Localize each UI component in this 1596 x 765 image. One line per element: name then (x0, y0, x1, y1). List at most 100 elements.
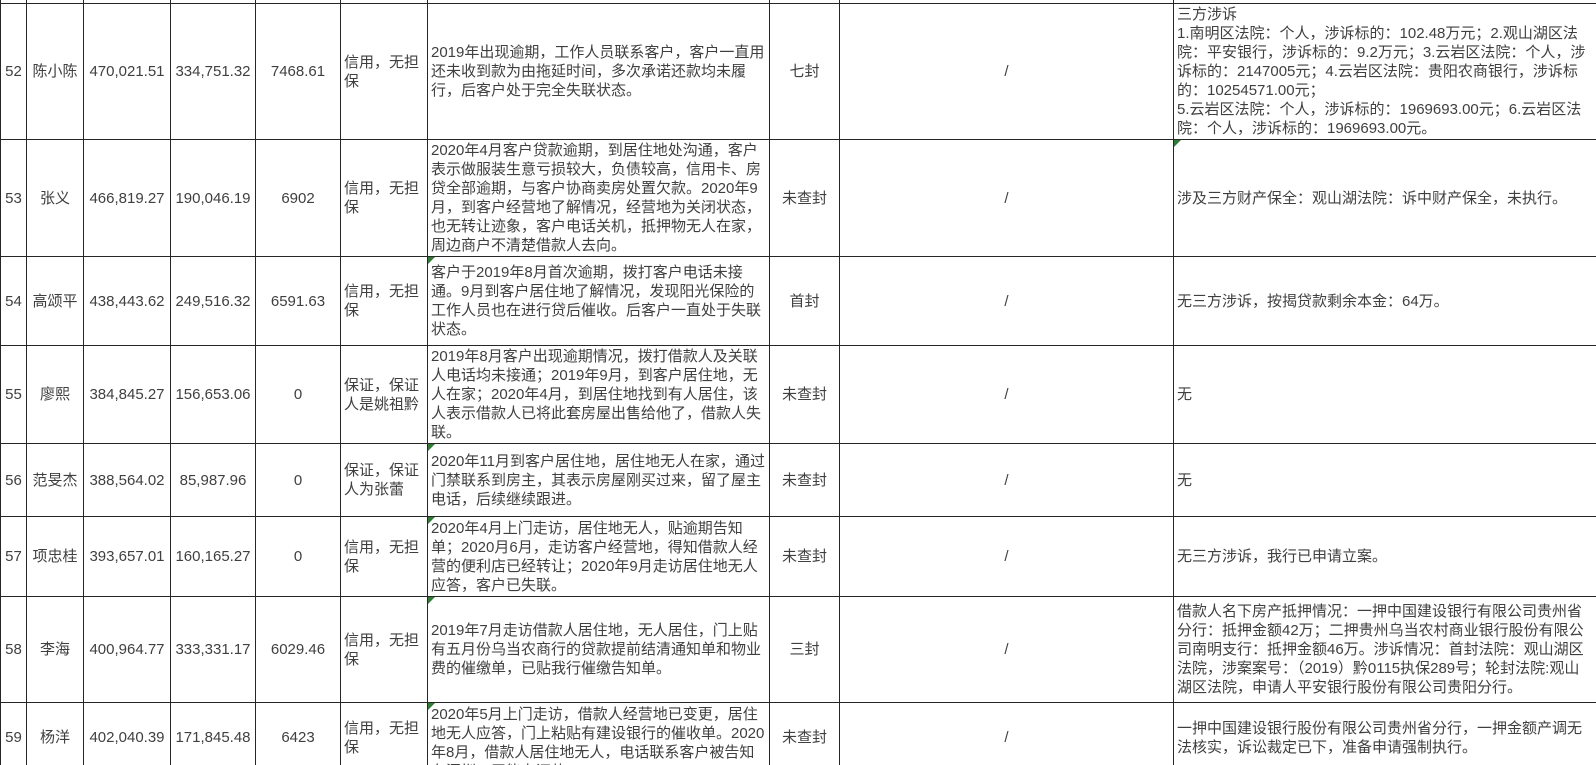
cell-litigation[interactable]: 无 (1173, 443, 1596, 517)
cell-guarantee[interactable]: 信用，无担保 (340, 702, 428, 765)
cell-seal-status[interactable]: 首封 (769, 256, 840, 346)
error-indicator-icon (1174, 140, 1181, 147)
table-row: 55 廖熙 384,845.27 156,653.06 0 保证，保证人是姚祖黔… (0, 345, 1596, 444)
cell-borrower-name[interactable]: 张义 (26, 139, 84, 257)
cell-guarantee[interactable]: 信用，无担保 (340, 256, 428, 346)
cell-text: 2020年4月上门走访，居住地无人，贴逾期告知单；2020月6月，走访客户经营地… (431, 519, 758, 594)
cell-amount-3[interactable]: 7468.61 (255, 3, 341, 140)
cell-seq[interactable]: 54 (0, 256, 27, 346)
cell-seq[interactable]: 57 (0, 516, 27, 597)
cell-collection-note[interactable]: 2020年5月上门走访，借款人经营地已变更，居住地无人应答，门上粘贴有建设银行的… (427, 702, 770, 765)
cell-amount-1[interactable]: 402,040.39 (83, 702, 171, 765)
cell-amount-3[interactable]: 6029.46 (255, 596, 341, 703)
cell-text: 2020年5月上门走访，借款人经营地已变更，居住地无人应答，门上粘贴有建设银行的… (431, 705, 765, 765)
table-row: 57 项忠桂 393,657.01 160,165.27 0 信用，无担保 20… (0, 516, 1596, 597)
cell-amount-2[interactable]: 333,331.17 (170, 596, 256, 703)
cell-slash[interactable]: / (839, 443, 1174, 517)
cell-collection-note[interactable]: 客户于2019年8月首次逾期，拨打客户电话未接通。9月到客户居住地了解情况，发现… (427, 256, 770, 346)
cell-slash[interactable]: / (839, 3, 1174, 140)
cell-litigation[interactable]: 涉及三方财产保全：观山湖法院：诉中财产保全，未执行。 (1173, 139, 1596, 257)
error-indicator-icon (428, 597, 435, 604)
cell-amount-1[interactable]: 384,845.27 (83, 345, 171, 444)
cell-borrower-name[interactable]: 范旻杰 (26, 443, 84, 517)
table-row: 52 陈小陈 470,021.51 334,751.32 7468.61 信用，… (0, 3, 1596, 140)
cell-guarantee[interactable]: 信用，无担保 (340, 3, 428, 140)
cell-amount-2[interactable]: 190,046.19 (170, 139, 256, 257)
cell-litigation[interactable]: 无三方涉诉，我行已申请立案。 (1173, 516, 1596, 597)
cell-amount-3[interactable]: 0 (255, 443, 341, 517)
table-row: 59 杨洋 402,040.39 171,845.48 6423 信用，无担保 … (0, 702, 1596, 765)
cell-borrower-name[interactable]: 陈小陈 (26, 3, 84, 140)
error-indicator-icon (428, 703, 435, 710)
cell-seal-status[interactable]: 三封 (769, 596, 840, 703)
error-indicator-icon (428, 444, 435, 451)
cell-guarantee[interactable]: 信用，无担保 (340, 596, 428, 703)
cell-slash[interactable]: / (839, 139, 1174, 257)
cell-amount-3[interactable]: 0 (255, 516, 341, 597)
cell-amount-2[interactable]: 171,845.48 (170, 702, 256, 765)
cell-seal-status[interactable]: 七封 (769, 3, 840, 140)
cell-amount-3[interactable]: 6902 (255, 139, 341, 257)
cell-borrower-name[interactable]: 杨洋 (26, 702, 84, 765)
cell-litigation[interactable]: 无 (1173, 345, 1596, 444)
cell-guarantee[interactable]: 信用，无担保 (340, 516, 428, 597)
cell-amount-2[interactable]: 334,751.32 (170, 3, 256, 140)
cell-amount-1[interactable]: 400,964.77 (83, 596, 171, 703)
cell-litigation[interactable]: 三方涉诉 1.南明区法院：个人，涉诉标的：102.48万元；2.观山湖区法院：平… (1173, 3, 1596, 140)
cell-amount-1[interactable]: 393,657.01 (83, 516, 171, 597)
cell-seq[interactable]: 53 (0, 139, 27, 257)
cell-amount-1[interactable]: 466,819.27 (83, 139, 171, 257)
cell-amount-2[interactable]: 160,165.27 (170, 516, 256, 597)
cell-guarantee[interactable]: 保证，保证人为张蕾 (340, 443, 428, 517)
cell-collection-note[interactable]: 2020年11月到客户居住地，居住地无人在家，通过门禁联系到房主，其表示房屋刚买… (427, 443, 770, 517)
cell-borrower-name[interactable]: 廖熙 (26, 345, 84, 444)
cell-slash[interactable]: / (839, 516, 1174, 597)
cell-text: 客户于2019年8月首次逾期，拨打客户电话未接通。9月到客户居住地了解情况，发现… (431, 264, 762, 338)
cell-amount-3[interactable]: 0 (255, 345, 341, 444)
cell-seq[interactable]: 52 (0, 3, 27, 140)
cell-slash[interactable]: / (839, 596, 1174, 703)
cell-collection-note[interactable]: 2020年4月上门走访，居住地无人，贴逾期告知单；2020月6月，走访客户经营地… (427, 516, 770, 597)
cell-collection-note[interactable]: 2019年7月走访借款人居住地，无人居住，门上贴有五月份乌当农商行的贷款提前结清… (427, 596, 770, 703)
cell-seal-status[interactable]: 未查封 (769, 139, 840, 257)
cell-collection-note[interactable]: 2019年8月客户出现逾期情况，拨打借款人及关联人电话均未接通；2019年9月，… (427, 345, 770, 444)
cell-borrower-name[interactable]: 项忠桂 (26, 516, 84, 597)
cell-seal-status[interactable]: 未查封 (769, 516, 840, 597)
cell-seal-status[interactable]: 未查封 (769, 345, 840, 444)
table-row: 56 范旻杰 388,564.02 85,987.96 0 保证，保证人为张蕾 … (0, 443, 1596, 517)
cell-collection-note[interactable]: 2020年4月客户贷款逾期，到居住地处沟通，客户表示做服装生意亏损较大，负债较高… (427, 139, 770, 257)
cell-guarantee[interactable]: 保证，保证人是姚祖黔 (340, 345, 428, 444)
cell-seal-status[interactable]: 未查封 (769, 443, 840, 517)
table-row: 58 李海 400,964.77 333,331.17 6029.46 信用，无… (0, 596, 1596, 703)
cell-litigation[interactable]: 一押中国建设银行股份有限公司贵州省分行，一押金额产调无法核实，诉讼裁定已下，准备… (1173, 702, 1596, 765)
cell-collection-note[interactable]: 2019年出现逾期，工作人员联系客户，客户一直用还未收到款为由拖延时间，多次承诺… (427, 3, 770, 140)
cell-amount-1[interactable]: 438,443.62 (83, 256, 171, 346)
cell-amount-2[interactable]: 85,987.96 (170, 443, 256, 517)
cell-seq[interactable]: 56 (0, 443, 27, 517)
cell-seal-status[interactable]: 未查封 (769, 702, 840, 765)
cell-seq[interactable]: 59 (0, 702, 27, 765)
cell-amount-1[interactable]: 470,021.51 (83, 3, 171, 140)
cell-seq[interactable]: 55 (0, 345, 27, 444)
error-indicator-icon (428, 517, 435, 524)
cell-amount-3[interactable]: 6423 (255, 702, 341, 765)
cell-litigation[interactable]: 借款人名下房产抵押情况：一押中国建设银行有限公司贵州省分行：抵押金额42万；二押… (1173, 596, 1596, 703)
cell-slash[interactable]: / (839, 256, 1174, 346)
table-row: 54 高颂平 438,443.62 249,516.32 6591.63 信用，… (0, 256, 1596, 346)
cell-slash[interactable]: / (839, 345, 1174, 444)
table-row: 53 张义 466,819.27 190,046.19 6902 信用，无担保 … (0, 139, 1596, 257)
cell-borrower-name[interactable]: 李海 (26, 596, 84, 703)
cell-amount-1[interactable]: 388,564.02 (83, 443, 171, 517)
cell-slash[interactable]: / (839, 702, 1174, 765)
cell-amount-3[interactable]: 6591.63 (255, 256, 341, 346)
cell-guarantee[interactable]: 信用，无担保 (340, 139, 428, 257)
cell-text: 2020年11月到客户居住地，居住地无人在家，通过门禁联系到房主，其表示房屋刚买… (431, 452, 765, 508)
cell-litigation[interactable]: 无三方涉诉，按揭贷款剩余本金：64万。 (1173, 256, 1596, 346)
cell-text: 2019年7月走访借款人居住地，无人居住，门上贴有五月份乌当农商行的贷款提前结清… (431, 622, 762, 677)
cell-seq[interactable]: 58 (0, 596, 27, 703)
cell-amount-2[interactable]: 156,653.06 (170, 345, 256, 444)
cell-amount-2[interactable]: 249,516.32 (170, 256, 256, 346)
cell-borrower-name[interactable]: 高颂平 (26, 256, 84, 346)
